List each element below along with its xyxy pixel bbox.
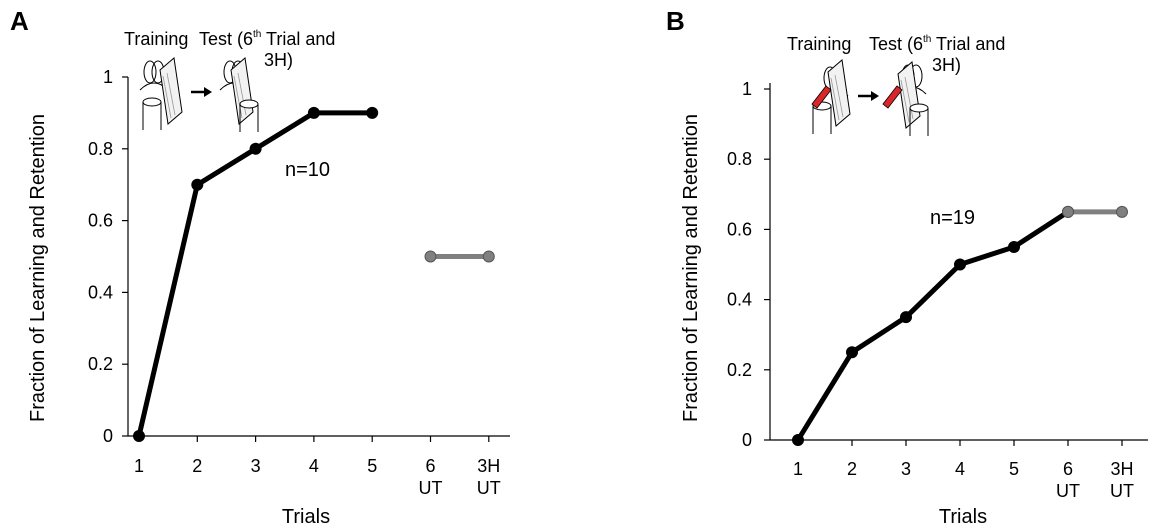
y-tick-label: 0.6 xyxy=(727,219,752,239)
x-tick-label: 3 xyxy=(901,459,911,479)
series-line xyxy=(795,209,1070,442)
inset-illustration: Training Test (6th Trial and 3H) xyxy=(787,34,1005,137)
x-tick-label: 3H UT xyxy=(477,456,501,498)
data-point xyxy=(366,106,379,119)
test-apparatus-icon xyxy=(219,57,259,133)
y-axis-label: Fraction of Learning and Retention xyxy=(680,114,702,422)
y-tick-label: 0.2 xyxy=(727,360,752,380)
x-tick-label: 1 xyxy=(134,456,144,476)
inset-training-label: Training xyxy=(124,29,188,49)
y-tick-label: 0 xyxy=(103,426,113,446)
y-tick-label: 0.4 xyxy=(727,290,752,310)
training-apparatus-icon xyxy=(139,57,183,131)
inset-test-label: Test (6th Trial and xyxy=(869,34,1005,54)
x-tick-label: 5 xyxy=(1009,459,1019,479)
plot-area xyxy=(792,205,1128,446)
arrow-right-icon xyxy=(191,87,212,97)
data-point xyxy=(792,434,804,446)
sample-size-annotation: n=10 xyxy=(285,159,330,181)
x-tick-label: 3H UT xyxy=(1110,459,1134,501)
plot-area xyxy=(133,106,495,442)
x-tick-label: 6 UT xyxy=(1056,459,1080,501)
y-axis: 0 0.2 0.4 0.6 0.8 1 xyxy=(88,67,129,446)
data-point xyxy=(249,142,262,155)
data-point xyxy=(424,250,437,263)
inset-illustration: Training Test (6th Trial and 3H) xyxy=(124,29,335,133)
y-tick-label: 0 xyxy=(742,430,752,450)
data-point xyxy=(1062,205,1074,218)
panel-label: B xyxy=(666,6,685,36)
x-tick-label: 5 xyxy=(367,456,377,476)
x-tick-label: 2 xyxy=(847,459,857,479)
sample-size-annotation: n=19 xyxy=(930,207,975,229)
x-tick-label: 6 UT xyxy=(419,456,443,498)
x-tick-label: 4 xyxy=(955,459,965,479)
panel-label: A xyxy=(10,6,29,36)
x-tick-label: 4 xyxy=(309,456,319,476)
y-axis-label: Fraction of Learning and Retention xyxy=(27,114,49,422)
panel-a: A Training Test (6th Trial and 3H) xyxy=(10,6,510,528)
data-point xyxy=(1008,240,1020,253)
data-point xyxy=(846,346,858,359)
panel-b: B Training Test (6th Trial and 3H) xyxy=(666,6,1148,528)
y-tick-label: 0.8 xyxy=(88,139,113,159)
y-tick-label: 0.4 xyxy=(88,282,113,302)
y-tick-label: 1 xyxy=(103,67,113,87)
inset-test-label-line2: 3H) xyxy=(264,50,293,70)
x-axis-label: Trials xyxy=(939,506,987,528)
inset-training-label: Training xyxy=(787,34,851,54)
x-tick-label: 3 xyxy=(251,456,261,476)
y-tick-label: 0.2 xyxy=(88,354,113,374)
y-tick-label: 1 xyxy=(742,79,752,99)
x-axis: 1 2 3 4 5 6 UT 3H UT xyxy=(770,439,1148,501)
data-point xyxy=(307,106,320,119)
y-axis: 0 0.2 0.4 0.6 0.8 1 xyxy=(727,79,771,450)
x-axis: 1 2 3 4 5 6 UT 3H UT xyxy=(128,435,510,498)
x-tick-label: 2 xyxy=(192,456,202,476)
test-apparatus-icon xyxy=(882,61,929,137)
inset-test-label: Test (6th Trial and xyxy=(199,29,335,49)
data-point xyxy=(133,430,145,442)
data-point xyxy=(191,178,204,191)
inset-test-label-line2: 3H) xyxy=(932,55,961,75)
x-tick-label: 1 xyxy=(793,459,803,479)
training-apparatus-icon xyxy=(811,59,851,135)
x-axis-label: Trials xyxy=(282,506,330,528)
data-point xyxy=(954,258,966,271)
y-tick-label: 0.6 xyxy=(88,211,113,231)
data-point xyxy=(900,311,912,324)
data-point xyxy=(1116,205,1128,218)
arrow-right-icon xyxy=(858,91,879,101)
data-point xyxy=(482,250,495,263)
series-line xyxy=(136,110,373,437)
y-tick-label: 0.8 xyxy=(727,149,752,169)
